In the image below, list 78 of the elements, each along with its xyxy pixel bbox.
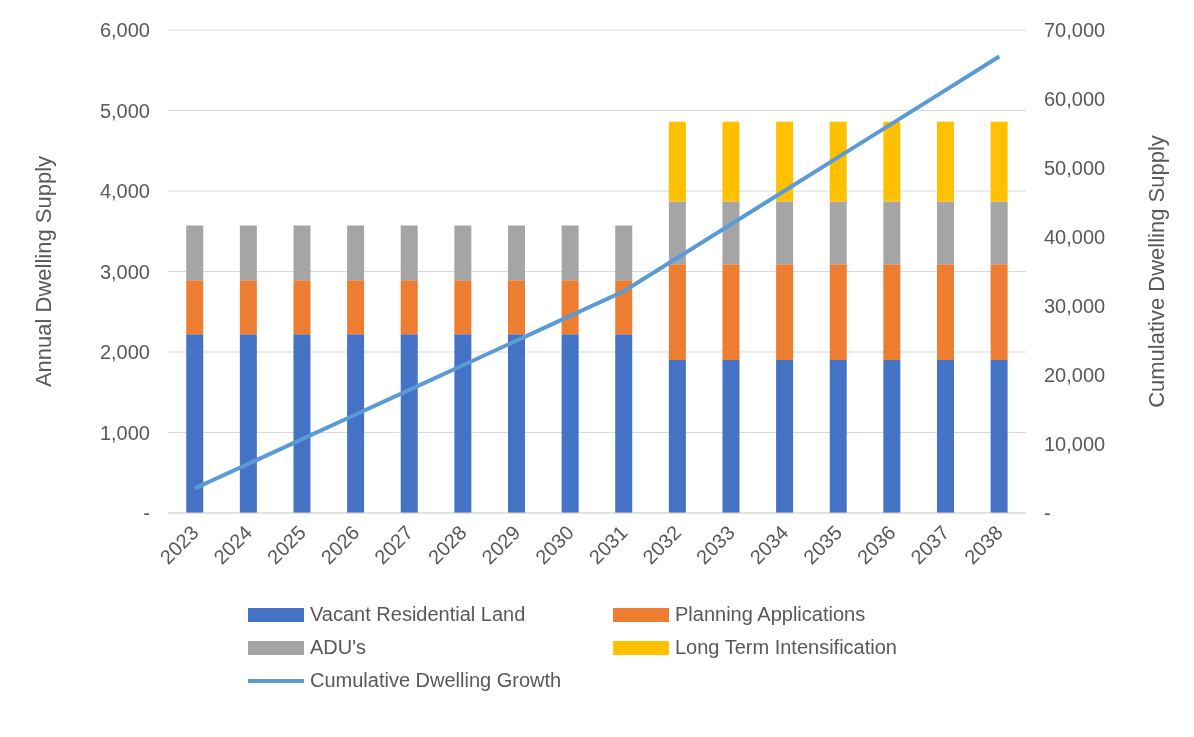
bar	[400, 225, 418, 281]
bar	[990, 121, 1008, 202]
bar	[776, 121, 794, 202]
bar	[186, 334, 204, 513]
bar	[347, 225, 365, 281]
bar	[829, 201, 847, 265]
y2-tick-label: 60,000	[1044, 88, 1106, 111]
bar	[990, 201, 1008, 265]
y2-tick-label: 10,000	[1044, 433, 1106, 456]
y2-tick-label: 50,000	[1044, 157, 1106, 180]
bar	[454, 225, 472, 281]
bar	[615, 334, 633, 513]
bar	[186, 225, 204, 281]
y-tick-label: 5,000	[99, 99, 150, 122]
bar	[293, 225, 311, 281]
bar	[776, 264, 794, 361]
bar	[615, 225, 633, 281]
y2-tick-label: -	[1044, 502, 1051, 525]
legend-label: Planning Applications	[675, 603, 866, 626]
bar	[239, 225, 257, 281]
bar	[561, 280, 579, 335]
bar	[668, 264, 686, 361]
bar	[400, 334, 418, 513]
bar	[507, 225, 525, 281]
bar	[347, 334, 365, 513]
y2-tick-label: 30,000	[1044, 295, 1106, 318]
legend-label: Cumulative Dwelling Growth	[310, 669, 562, 692]
y-tick-label: 1,000	[99, 421, 150, 444]
legend-label: ADU's	[310, 636, 367, 659]
bar	[239, 334, 257, 513]
bar	[776, 360, 794, 513]
bar	[668, 201, 686, 265]
y-tick-label: -	[143, 502, 150, 525]
bar	[668, 360, 686, 513]
bar	[507, 280, 525, 335]
bar	[400, 280, 418, 335]
bar	[936, 264, 954, 361]
bar	[936, 121, 954, 202]
bar	[722, 121, 740, 202]
y-tick-label: 6,000	[99, 19, 150, 42]
bar	[936, 201, 954, 265]
bar	[561, 334, 579, 513]
bar	[829, 121, 847, 202]
bar	[776, 201, 794, 265]
bar	[239, 280, 257, 335]
bar	[722, 264, 740, 361]
y2-tick-label: 40,000	[1044, 226, 1106, 249]
y-axis-title: Annual Dwelling Supply	[30, 155, 56, 388]
y-tick-label: 4,000	[99, 180, 150, 203]
bar	[347, 280, 365, 335]
bar	[829, 264, 847, 361]
bar	[615, 280, 633, 335]
bar	[454, 334, 472, 513]
bar	[990, 264, 1008, 361]
bar	[186, 280, 204, 335]
bar	[829, 360, 847, 513]
bar	[293, 280, 311, 335]
bar	[454, 280, 472, 335]
y2-tick-label: 20,000	[1044, 364, 1106, 387]
y-tick-label: 2,000	[99, 341, 150, 364]
legend-label: Long Term Intensification	[675, 636, 897, 659]
bar	[990, 360, 1008, 513]
bar	[936, 360, 954, 513]
bar	[883, 201, 901, 265]
bar	[883, 360, 901, 513]
bar	[668, 121, 686, 202]
bar	[883, 264, 901, 361]
bar	[507, 334, 525, 513]
y2-tick-label: 70,000	[1044, 19, 1106, 42]
bar	[722, 201, 740, 265]
line-series	[192, 54, 1002, 491]
bar	[293, 334, 311, 513]
y2-axis-title: Cumulative Dwelling Supply	[1143, 135, 1169, 408]
bar	[883, 121, 901, 202]
bar	[722, 360, 740, 513]
y-tick-label: 3,000	[99, 260, 150, 283]
legend-label: Vacant Residential Land	[310, 603, 526, 626]
bar	[561, 225, 579, 281]
